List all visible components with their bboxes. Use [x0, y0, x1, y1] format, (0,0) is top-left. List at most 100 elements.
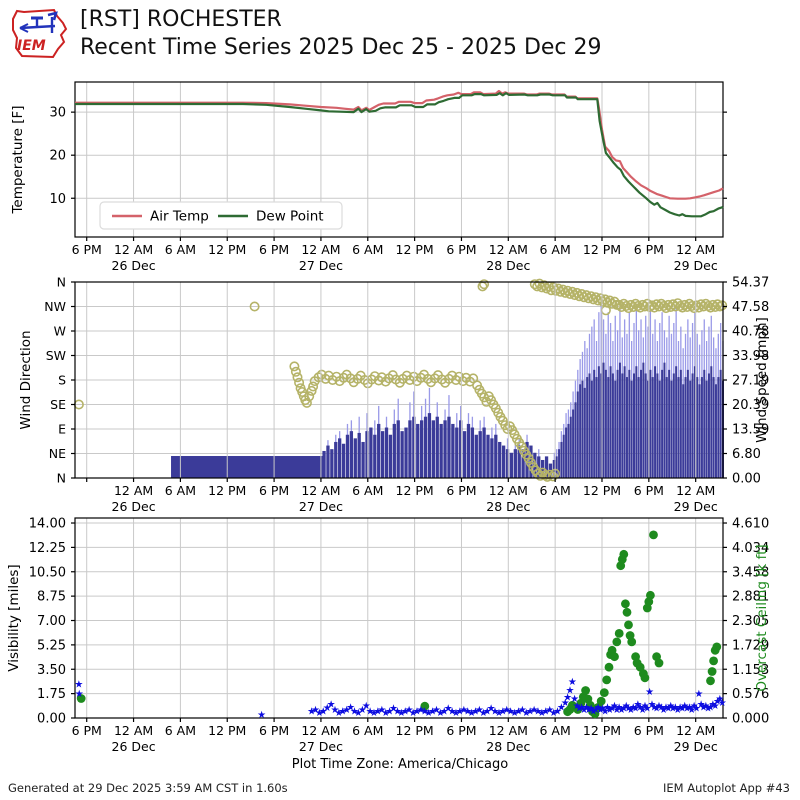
svg-text:★: ★: [577, 702, 586, 713]
svg-text:★: ★: [405, 705, 414, 716]
svg-text:4.034: 4.034: [732, 541, 769, 556]
svg-text:10: 10: [49, 192, 66, 207]
svg-text:★: ★: [475, 705, 484, 716]
svg-text:6 PM: 6 PM: [259, 723, 289, 738]
app-credit: IEM Autoplot App #43: [662, 781, 790, 795]
svg-text:SE: SE: [50, 397, 66, 412]
svg-text:★: ★: [518, 705, 527, 716]
svg-text:6 PM: 6 PM: [72, 242, 102, 257]
svg-text:★: ★: [315, 708, 324, 719]
svg-text:★: ★: [448, 706, 457, 717]
svg-text:★: ★: [432, 705, 441, 716]
svg-text:★: ★: [563, 693, 572, 704]
svg-text:6 AM: 6 AM: [352, 242, 383, 257]
svg-text:★: ★: [463, 706, 472, 717]
svg-text:★: ★: [570, 694, 579, 705]
svg-text:12 AM: 12 AM: [489, 242, 528, 257]
svg-text:★: ★: [506, 706, 515, 717]
svg-text:★: ★: [568, 677, 577, 688]
svg-text:★: ★: [311, 705, 320, 716]
svg-text:★: ★: [708, 699, 717, 710]
svg-text:★: ★: [487, 704, 496, 715]
svg-text:29 Dec: 29 Dec: [674, 499, 718, 514]
svg-text:3.50: 3.50: [37, 663, 66, 678]
svg-text:★: ★: [615, 702, 624, 713]
svg-text:26 Dec: 26 Dec: [112, 739, 156, 754]
svg-text:★: ★: [545, 705, 554, 716]
svg-text:★: ★: [502, 705, 511, 716]
svg-text:12 AM: 12 AM: [301, 723, 340, 738]
iem-logo: IEM: [12, 8, 68, 59]
svg-text:★: ★: [650, 702, 659, 713]
svg-text:★: ★: [626, 705, 635, 716]
svg-text:★: ★: [358, 705, 367, 716]
svg-text:★: ★: [654, 701, 663, 712]
svg-text:★: ★: [704, 704, 713, 715]
svg-text:★: ★: [342, 705, 351, 716]
weathervane-icon: [19, 11, 58, 33]
svg-text:6 PM: 6 PM: [634, 483, 664, 498]
svg-text:12 AM: 12 AM: [676, 242, 715, 257]
svg-text:12 AM: 12 AM: [114, 483, 153, 498]
svg-text:★: ★: [553, 706, 562, 717]
svg-text:★: ★: [409, 708, 418, 719]
svg-text:★: ★: [561, 698, 570, 709]
svg-text:★: ★: [676, 702, 685, 713]
svg-text:★: ★: [533, 706, 542, 717]
svg-text:★: ★: [354, 708, 363, 719]
svg-text:12 PM: 12 PM: [396, 723, 434, 738]
svg-text:27 Dec: 27 Dec: [299, 739, 343, 754]
svg-text:★: ★: [629, 702, 638, 713]
svg-text:★: ★: [587, 704, 596, 715]
svg-text:★: ★: [580, 705, 589, 716]
svg-text:★: ★: [327, 699, 336, 710]
svg-text:★: ★: [471, 706, 480, 717]
logo-text: IEM: [17, 38, 46, 54]
svg-text:★: ★: [605, 705, 614, 716]
svg-text:12 PM: 12 PM: [583, 483, 621, 498]
svg-text:12 PM: 12 PM: [396, 483, 434, 498]
svg-text:★: ★: [334, 708, 343, 719]
svg-text:★: ★: [416, 705, 425, 716]
svg-text:★: ★: [640, 701, 649, 712]
svg-text:★: ★: [397, 708, 406, 719]
svg-text:★: ★: [631, 704, 640, 715]
svg-text:7.00: 7.00: [37, 614, 66, 629]
svg-text:★: ★: [377, 705, 386, 716]
svg-text:★: ★: [657, 702, 666, 713]
svg-text:28 Dec: 28 Dec: [486, 258, 530, 273]
svg-text:★: ★: [362, 701, 371, 712]
generated-timestamp: Generated at 29 Dec 2025 3:59 AM CST in …: [8, 781, 288, 795]
svg-text:28 Dec: 28 Dec: [486, 499, 530, 514]
svg-text:★: ★: [715, 694, 724, 705]
svg-text:12 PM: 12 PM: [583, 723, 621, 738]
svg-text:0.000: 0.000: [732, 712, 769, 727]
svg-text:6 PM: 6 PM: [446, 242, 476, 257]
svg-text:6 PM: 6 PM: [72, 723, 102, 738]
svg-text:★: ★: [612, 705, 621, 716]
svg-text:29 Dec: 29 Dec: [674, 739, 718, 754]
svg-text:★: ★: [673, 705, 682, 716]
svg-text:28 Dec: 28 Dec: [486, 739, 530, 754]
station-title: [RST] ROCHESTER: [80, 7, 282, 32]
svg-text:★: ★: [647, 699, 656, 710]
svg-text:★: ★: [444, 704, 453, 715]
svg-text:★: ★: [633, 699, 642, 710]
svg-text:★: ★: [575, 704, 584, 715]
svg-text:12 AM: 12 AM: [489, 723, 528, 738]
svg-text:27.19: 27.19: [732, 374, 769, 389]
svg-text:1.153: 1.153: [732, 663, 769, 678]
svg-text:★: ★: [718, 698, 727, 709]
svg-text:★: ★: [669, 704, 678, 715]
svg-text:30: 30: [49, 106, 66, 121]
svg-text:★: ★: [598, 704, 607, 715]
svg-text:0.00: 0.00: [732, 472, 761, 487]
svg-text:★: ★: [662, 702, 671, 713]
svg-text:★: ★: [467, 708, 476, 719]
svg-text:★: ★: [549, 708, 558, 719]
svg-text:12 PM: 12 PM: [396, 242, 434, 257]
svg-text:★: ★: [557, 702, 566, 713]
svg-text:14.00: 14.00: [29, 517, 66, 532]
svg-text:★: ★: [330, 705, 339, 716]
